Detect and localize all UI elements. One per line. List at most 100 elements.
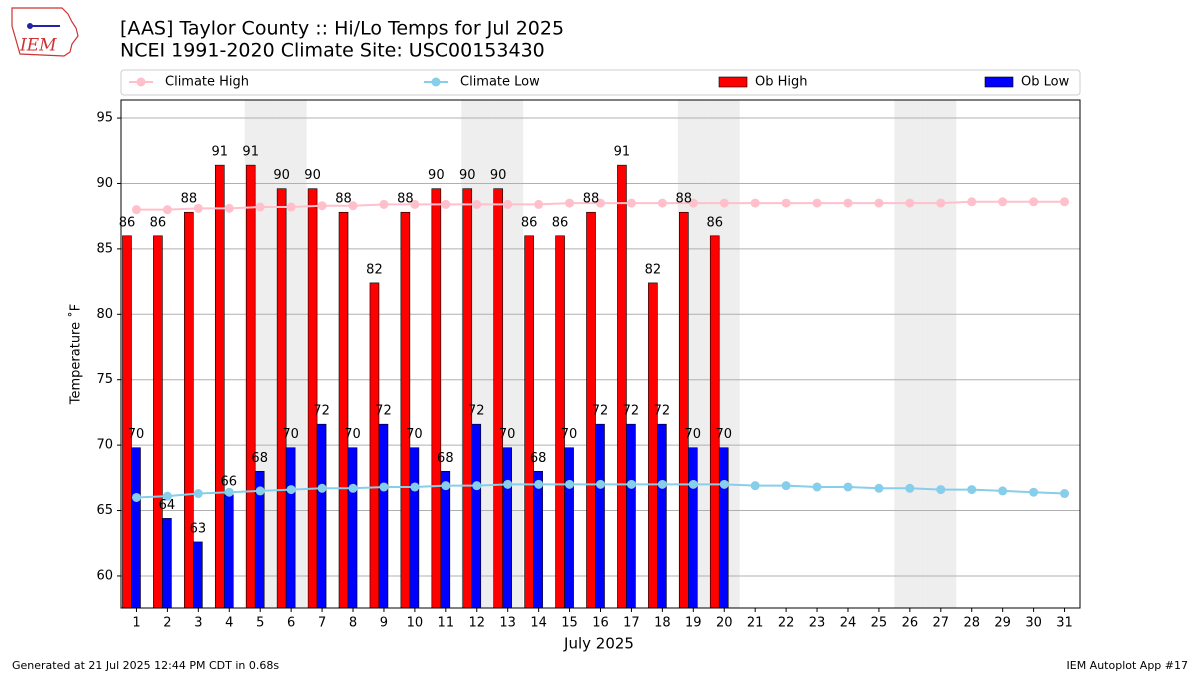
- line-marker: [410, 199, 420, 209]
- value-label: 70: [715, 427, 732, 442]
- bar: [471, 423, 482, 609]
- bar: [184, 211, 194, 609]
- value-label: 86: [119, 215, 136, 230]
- bar: [524, 235, 534, 609]
- line-marker: [812, 198, 822, 208]
- legend-marker: [136, 77, 146, 87]
- bar: [409, 447, 420, 609]
- legend-swatch: [718, 76, 748, 88]
- line-marker: [379, 199, 389, 209]
- value-label: 66: [221, 474, 238, 489]
- bar: [595, 423, 605, 609]
- x-tick-label: 4: [225, 616, 233, 631]
- value-label: 72: [592, 404, 609, 419]
- x-tick-label: 10: [407, 616, 424, 631]
- line-marker: [317, 201, 327, 211]
- bar: [338, 211, 349, 609]
- bar: [648, 282, 658, 609]
- value-label: 70: [282, 427, 299, 442]
- bar: [555, 235, 565, 609]
- bar: [400, 211, 411, 609]
- y-tick-label: 95: [96, 111, 113, 126]
- line-marker: [193, 203, 203, 213]
- line-marker: [626, 479, 636, 489]
- bar: [718, 447, 729, 609]
- line-marker: [688, 479, 698, 489]
- x-tick-label: 7: [318, 616, 326, 631]
- line-marker: [688, 198, 698, 208]
- value-label: 72: [375, 404, 392, 419]
- y-tick-label: 85: [96, 241, 113, 256]
- line-marker: [1060, 197, 1070, 207]
- value-label: 90: [304, 168, 321, 183]
- line-marker: [286, 485, 296, 495]
- x-tick-label: 9: [380, 616, 388, 631]
- y-tick-label: 75: [96, 372, 113, 387]
- x-tick-label: 19: [685, 616, 702, 631]
- x-tick-label: 16: [592, 616, 609, 631]
- line-marker: [719, 479, 729, 489]
- line-marker: [224, 487, 234, 497]
- bar: [657, 423, 667, 609]
- line-marker: [657, 479, 667, 489]
- x-tick-label: 6: [287, 616, 295, 631]
- value-label: 88: [181, 192, 198, 207]
- value-label: 82: [645, 262, 662, 277]
- line-marker: [657, 198, 667, 208]
- bar: [709, 235, 720, 609]
- line-marker: [719, 198, 729, 208]
- x-tick-label: 21: [747, 616, 764, 631]
- x-tick-label: 18: [654, 616, 671, 631]
- value-label: 70: [499, 427, 516, 442]
- value-label: 72: [654, 404, 671, 419]
- x-tick-label: 30: [1025, 616, 1042, 631]
- legend-label: Ob Low: [1021, 75, 1070, 90]
- value-label: 90: [273, 168, 290, 183]
- bar: [162, 518, 172, 609]
- x-tick-label: 20: [716, 616, 733, 631]
- value-label: 72: [623, 404, 640, 419]
- bar: [223, 494, 234, 609]
- shade-band: [894, 100, 926, 608]
- line-marker: [874, 198, 884, 208]
- bar: [378, 423, 389, 609]
- line-marker: [193, 489, 203, 499]
- line-marker: [348, 483, 358, 493]
- line-marker: [905, 198, 915, 208]
- line-marker: [472, 199, 482, 209]
- x-tick-label: 24: [840, 616, 857, 631]
- line-marker: [255, 202, 265, 212]
- legend-label: Climate Low: [460, 75, 540, 90]
- y-tick-label: 90: [96, 176, 113, 191]
- line-marker: [255, 486, 265, 496]
- x-tick-label: 12: [468, 616, 485, 631]
- x-tick-label: 22: [778, 616, 795, 631]
- x-tick-label: 3: [194, 616, 202, 631]
- value-label: 72: [313, 404, 330, 419]
- y-tick-label: 65: [96, 503, 113, 518]
- value-label: 70: [685, 427, 702, 442]
- bar: [285, 447, 296, 609]
- y-tick-label: 60: [96, 568, 113, 583]
- bar: [245, 164, 256, 609]
- value-label: 72: [468, 404, 485, 419]
- logo-dot: [27, 23, 33, 29]
- line-marker: [441, 481, 451, 491]
- line-marker: [472, 481, 482, 491]
- bar: [122, 235, 132, 609]
- bar: [369, 282, 380, 609]
- x-tick-label: 28: [963, 616, 980, 631]
- line-marker: [1060, 489, 1070, 499]
- x-tick-label: 27: [933, 616, 950, 631]
- line-marker: [596, 198, 605, 208]
- x-tick-label: 29: [994, 616, 1011, 631]
- x-tick-label: 17: [623, 616, 640, 631]
- x-tick-label: 26: [902, 616, 919, 631]
- value-label: 90: [428, 168, 445, 183]
- line-marker: [1029, 197, 1039, 207]
- line-marker: [1029, 487, 1039, 497]
- line-marker: [626, 198, 636, 208]
- line-marker: [967, 197, 977, 207]
- line-marker: [410, 482, 420, 492]
